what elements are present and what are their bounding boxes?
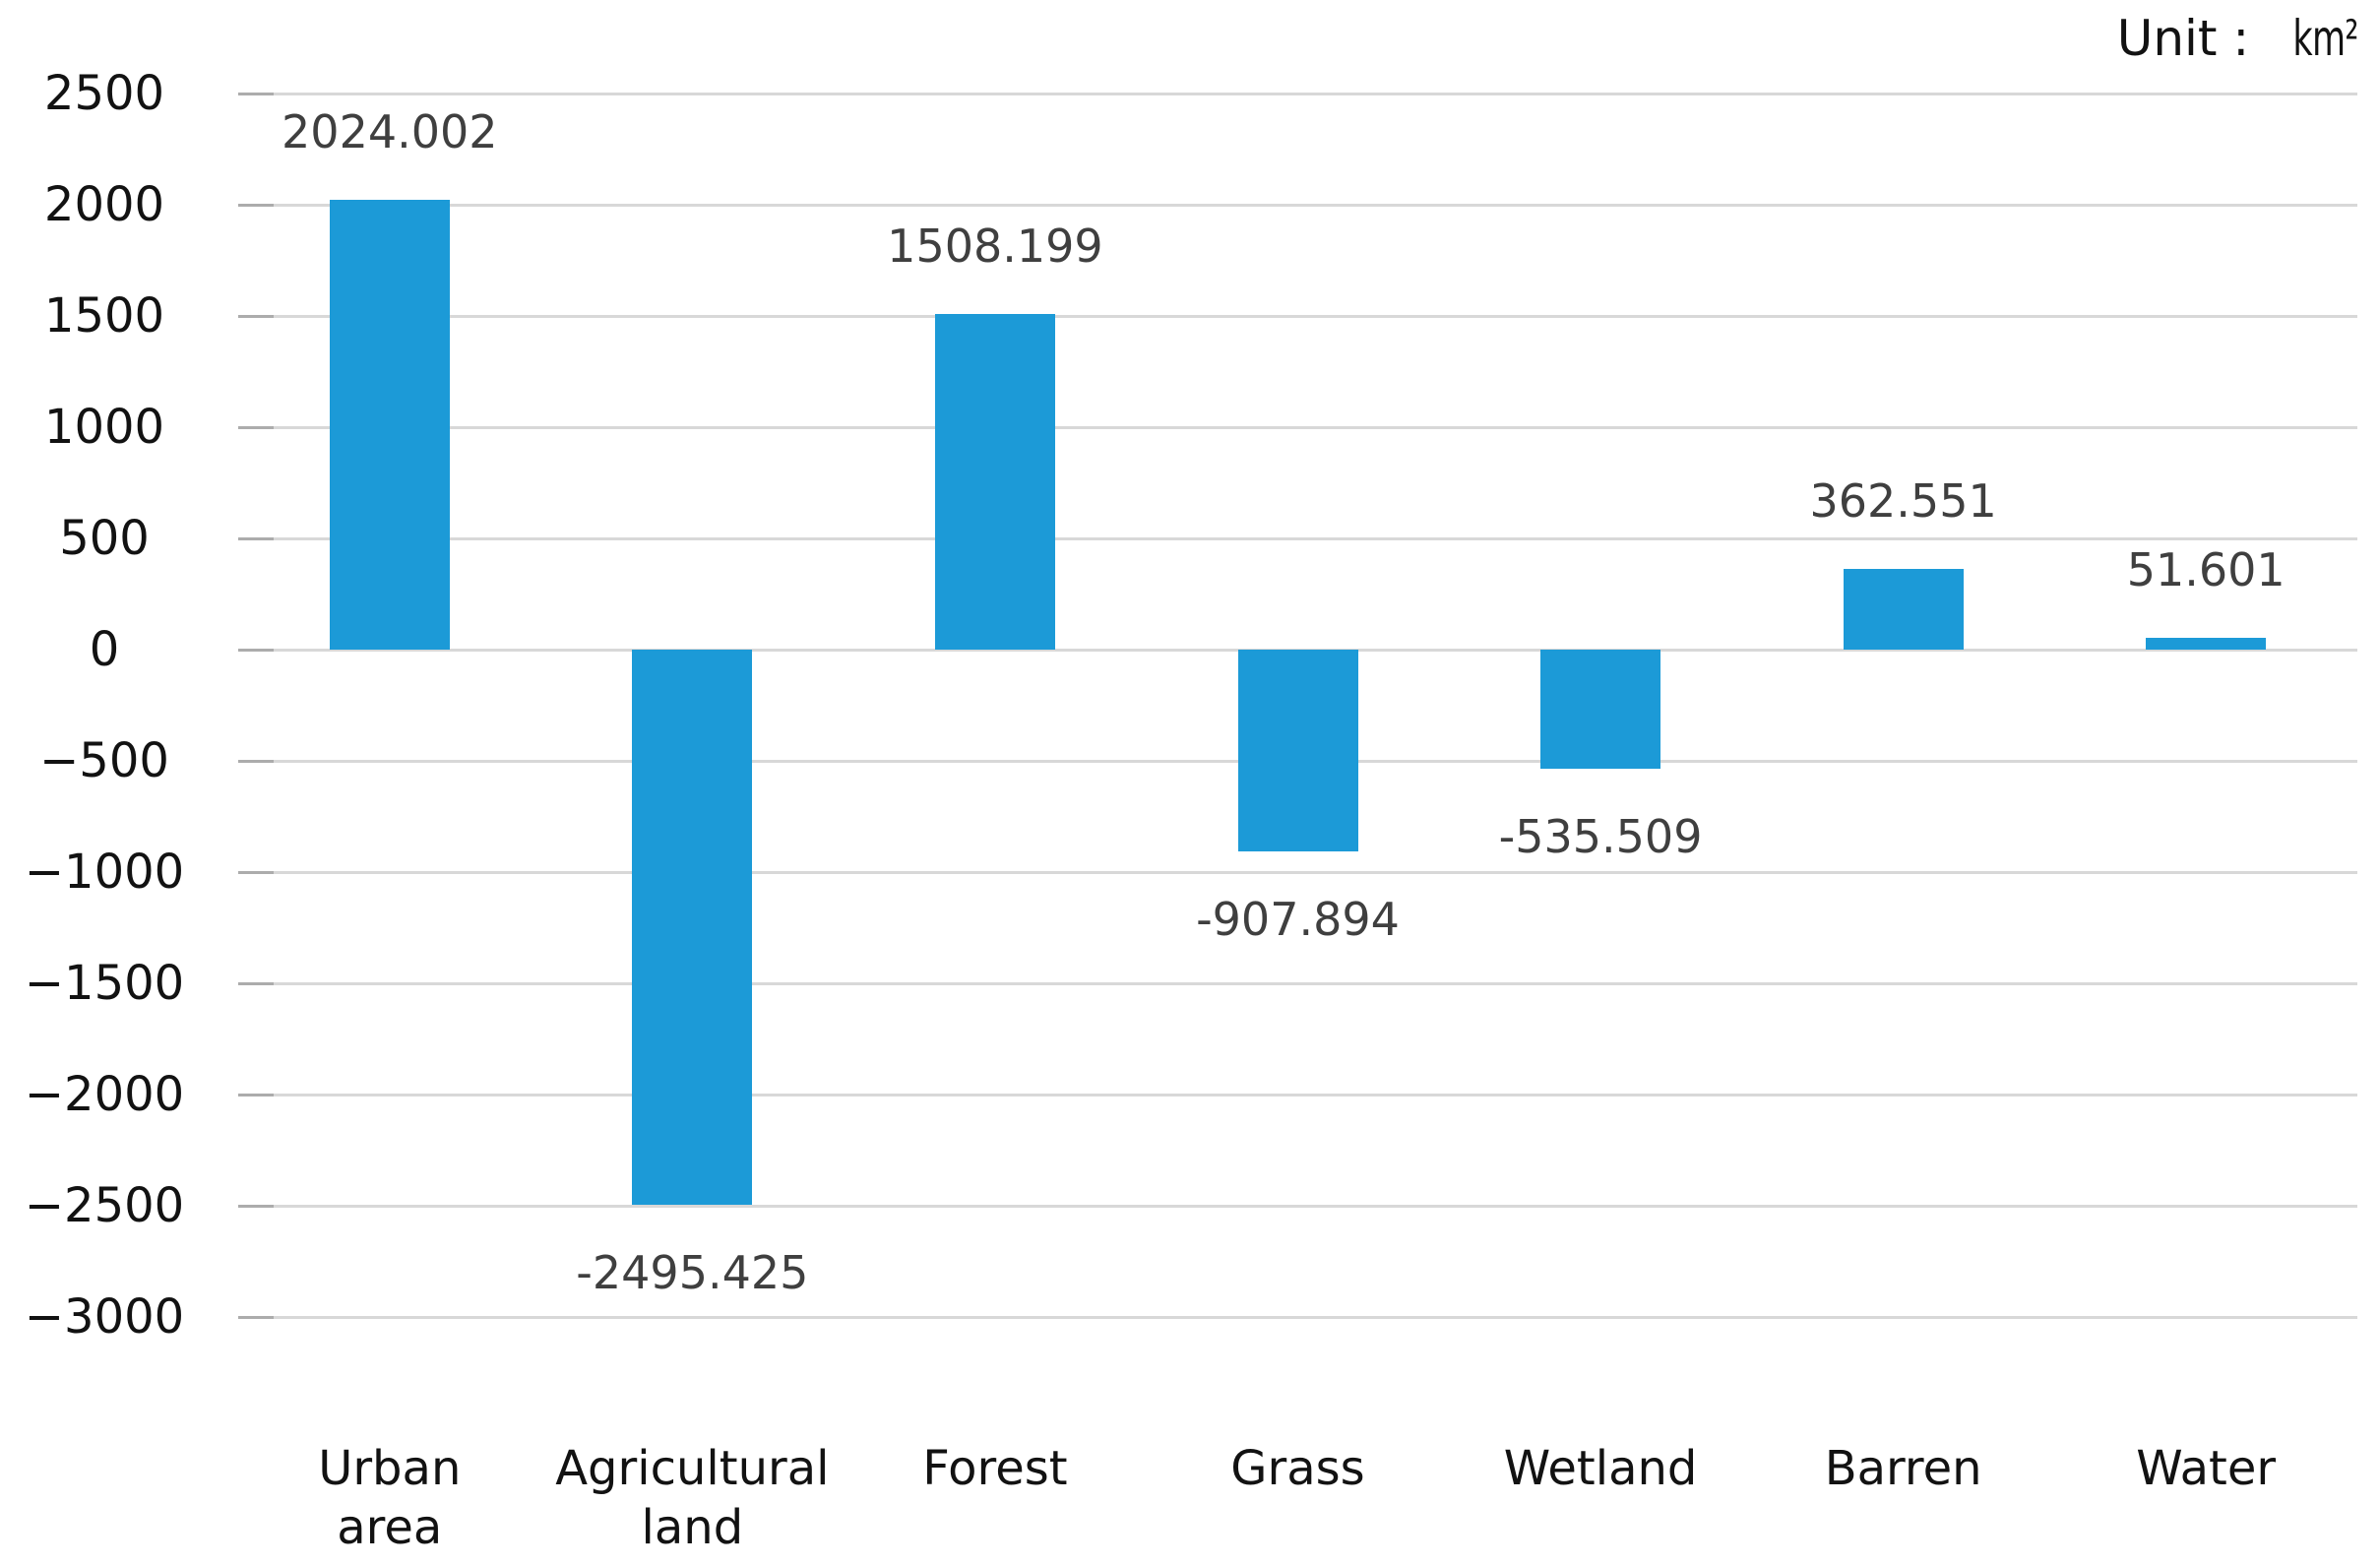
gridline <box>238 871 2357 874</box>
y-tick-label: 500 <box>59 511 150 566</box>
gridline <box>238 426 2357 429</box>
y-tick-label: 2000 <box>43 177 165 232</box>
gridline <box>238 93 2357 95</box>
axis-tick <box>238 426 274 429</box>
bar <box>1237 650 1358 852</box>
y-tick-label: −500 <box>39 733 169 788</box>
gridline <box>238 537 2357 540</box>
y-tick-label: 0 <box>89 622 120 677</box>
bar-value-label: 51.601 <box>2126 543 2286 597</box>
category-label: Agricultural land <box>555 1441 830 1555</box>
gridline <box>238 315 2357 318</box>
bar <box>2146 638 2267 650</box>
category-label: Grass <box>1230 1441 1365 1496</box>
unit-label-prefix: Unit : <box>2116 10 2250 67</box>
category-label: Water <box>2136 1441 2277 1496</box>
axis-tick <box>238 871 274 874</box>
y-tick-label: 1500 <box>43 288 165 344</box>
axis-tick <box>238 1316 274 1319</box>
y-tick-label: 1000 <box>43 400 165 455</box>
gridline <box>238 982 2357 985</box>
axis-tick <box>238 982 274 985</box>
y-tick-label: −2000 <box>24 1067 185 1122</box>
y-tick-label: −1500 <box>24 956 185 1011</box>
bar <box>632 650 753 1205</box>
category-label: Forest <box>922 1441 1068 1496</box>
axis-tick <box>238 537 274 540</box>
y-tick-label: −1000 <box>24 845 185 900</box>
bar-value-label: 362.551 <box>1809 474 1997 529</box>
unit-label-value: km² <box>2292 10 2359 67</box>
axis-tick <box>238 204 274 207</box>
bar-value-label: 2024.002 <box>282 104 498 158</box>
gridline <box>238 1316 2357 1319</box>
unit-label: Unit : km² <box>2116 10 2359 67</box>
y-tick-label: −3000 <box>24 1289 185 1345</box>
gridline <box>238 204 2357 207</box>
axis-tick <box>238 1094 274 1096</box>
bar-value-label: -2495.425 <box>576 1245 809 1299</box>
bar <box>934 314 1055 650</box>
gridline <box>238 1205 2357 1208</box>
bar-value-label: -535.509 <box>1498 810 1703 864</box>
category-label: Barren <box>1824 1441 1982 1496</box>
axis-tick <box>238 315 274 318</box>
axis-tick <box>238 649 274 652</box>
bar <box>1540 650 1661 770</box>
category-label: Urban area <box>318 1441 462 1555</box>
bar-value-label: -907.894 <box>1196 893 1400 947</box>
category-label: Wetland <box>1503 1441 1698 1496</box>
bar <box>329 199 450 650</box>
axis-tick <box>238 93 274 95</box>
bar <box>1843 569 1964 650</box>
axis-tick <box>238 760 274 763</box>
axis-tick <box>238 1205 274 1208</box>
gridline <box>238 1094 2357 1096</box>
y-tick-label: −2500 <box>24 1178 185 1233</box>
y-tick-label: 2500 <box>43 66 165 121</box>
bar-value-label: 1508.199 <box>887 219 1103 274</box>
